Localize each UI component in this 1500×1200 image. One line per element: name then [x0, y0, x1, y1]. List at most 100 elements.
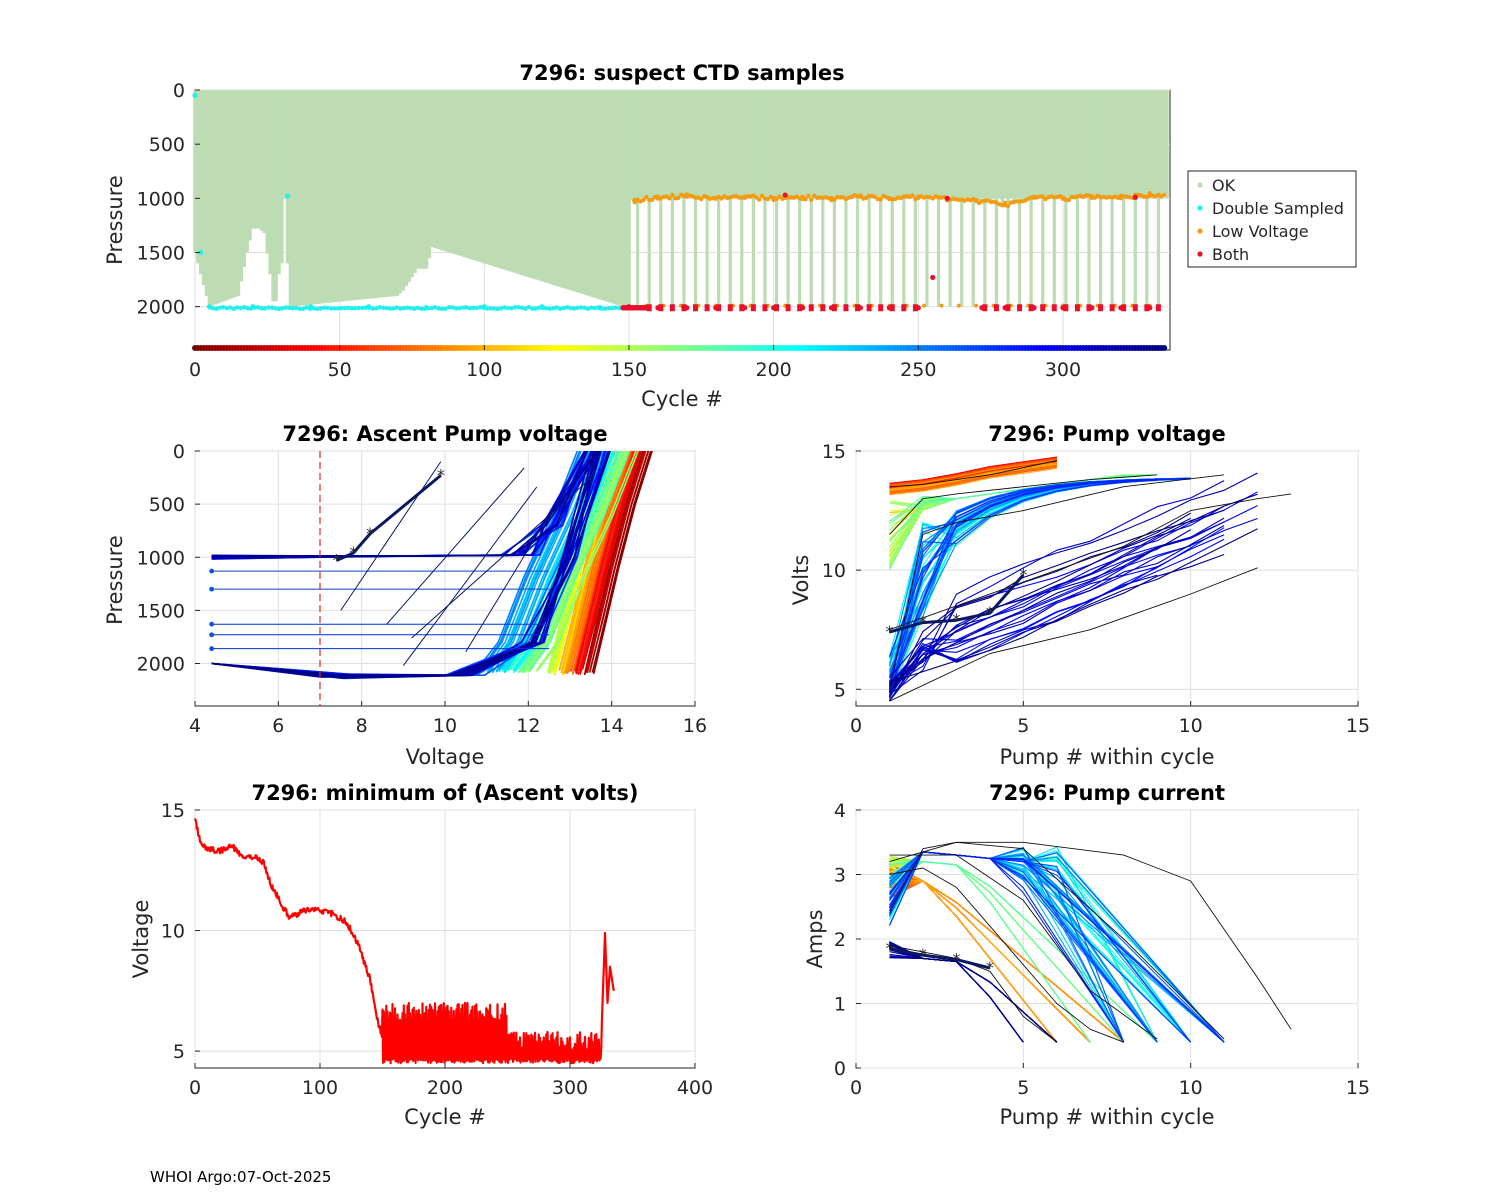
ok-sample-bar [989, 90, 993, 203]
ok-sample-bar [569, 90, 573, 291]
double-sampled-point [453, 306, 459, 311]
y-tick-label: 4 [834, 800, 846, 822]
ok-sample-bar [595, 90, 599, 299]
low-voltage-point [644, 194, 649, 200]
ok-sample-bar [294, 90, 299, 307]
double-sampled-point [273, 306, 278, 311]
ok-sample-bar [1015, 90, 1019, 199]
pump-voltage-axes [855, 450, 1359, 707]
ok-sample-bar [931, 90, 935, 198]
ok-sample-bar [867, 90, 871, 307]
double-sampled-point [460, 305, 466, 310]
double-sampled-point [412, 306, 417, 311]
ok-sample-bar [696, 90, 701, 199]
pump-current-lines: * * * * [885, 841, 1292, 1043]
double-sampled-point [221, 305, 226, 310]
ok-sample-bar [468, 90, 472, 259]
ok-sample-bar [679, 90, 683, 199]
ok-sample-bar [824, 90, 828, 199]
low-voltage-point [1002, 202, 1008, 208]
low-voltage-point [649, 197, 655, 202]
ok-sample-bar [204, 90, 209, 296]
ok-sample-bar [508, 90, 513, 272]
ok-sample-bar [624, 90, 628, 307]
ascent-jump-point [209, 646, 215, 652]
ascent-profile-line [524, 451, 627, 673]
ascent-steep-line [340, 461, 442, 611]
ok-sample-bar [410, 90, 414, 278]
ok-sample-bar [482, 90, 487, 264]
low-voltage-point [857, 193, 864, 199]
double-sampled-point [544, 306, 549, 311]
ok-sample-bar [644, 90, 648, 199]
ascent-profile-line [586, 451, 647, 672]
double-sampled-point [516, 305, 521, 310]
ok-sample-bar [572, 90, 576, 292]
ok-sample-bar [392, 90, 397, 297]
y-tick-label: 500 [149, 494, 185, 516]
ok-sample-bar [841, 90, 845, 199]
y-tick-label: 2 [834, 929, 846, 951]
ok-sample-bar [491, 90, 495, 267]
double-sampled-point [276, 306, 282, 311]
ascent-profile-line [526, 451, 628, 672]
both-point [1074, 304, 1080, 312]
ascent-jump-point [209, 568, 215, 574]
ok-sample-bar [337, 90, 342, 302]
both-point [750, 304, 756, 312]
ascent-jump-point [209, 586, 215, 592]
double-sampled-point [224, 305, 230, 311]
pump-voltage-line [889, 464, 1057, 492]
double-sampled-point [474, 305, 479, 311]
ok-sample-bar [424, 90, 429, 269]
double-sampled-point [346, 305, 351, 311]
ok-sample-bar [253, 90, 258, 229]
ok-sample-bar [881, 90, 886, 199]
ok-sample-bar [363, 90, 368, 300]
pump-voltage-highlight-marker: * [986, 603, 994, 622]
both-point [658, 304, 664, 312]
double-sampled-point [192, 92, 198, 99]
both-point [828, 305, 835, 311]
ok-sample-bar [711, 90, 715, 199]
ok-sample-bar [734, 90, 738, 198]
double-sampled-point [539, 304, 545, 310]
suspect-ctd-panel: 0 50 100 150 200 250 300 0 500 1000 1500 2000 7296:… [103, 61, 1357, 411]
both-point [1118, 305, 1124, 311]
x-tick-label: 150 [611, 359, 647, 381]
double-sampled-point [250, 304, 256, 310]
ok-sample-bar [300, 90, 304, 306]
pump-voltage-highlight-marker: * [952, 610, 960, 629]
x-tick-label: 6 [272, 715, 284, 737]
both-point [1132, 194, 1138, 200]
y-tick-label: 15 [161, 800, 185, 822]
cycle-color-marker [1161, 345, 1168, 351]
ok-sample-bar [372, 90, 377, 299]
double-sampled-point [554, 305, 559, 310]
double-sampled-point [597, 305, 603, 311]
ok-sample-bar [268, 90, 273, 275]
ok-sample-bar [650, 90, 654, 199]
low-voltage-point [973, 197, 979, 204]
double-sampled-point [405, 305, 410, 310]
ok-sample-bar [615, 90, 620, 305]
ok-sample-bar [633, 90, 637, 199]
legend-marker-low-voltage [1197, 228, 1203, 234]
y-tick-label: 2000 [137, 297, 185, 319]
low-voltage-point [655, 194, 661, 200]
ok-sample-bar [398, 90, 403, 294]
ok-sample-bar [546, 90, 550, 284]
ok-sample-bar [502, 90, 507, 270]
ok-sample-bar [662, 90, 666, 199]
ok-sample-bar [1017, 90, 1022, 307]
ok-sample-bar [1119, 90, 1123, 199]
ok-sample-bar [239, 90, 244, 282]
ok-sample-bar [737, 90, 741, 199]
double-sampled-point [297, 306, 302, 311]
ok-sample-bar [488, 90, 492, 266]
ok-sample-bar [334, 90, 339, 302]
ok-sample-bar [291, 90, 296, 307]
ok-sample-bar [714, 90, 718, 199]
x-tick-label: 15 [1346, 1077, 1370, 1099]
low-voltage-point [886, 195, 892, 201]
